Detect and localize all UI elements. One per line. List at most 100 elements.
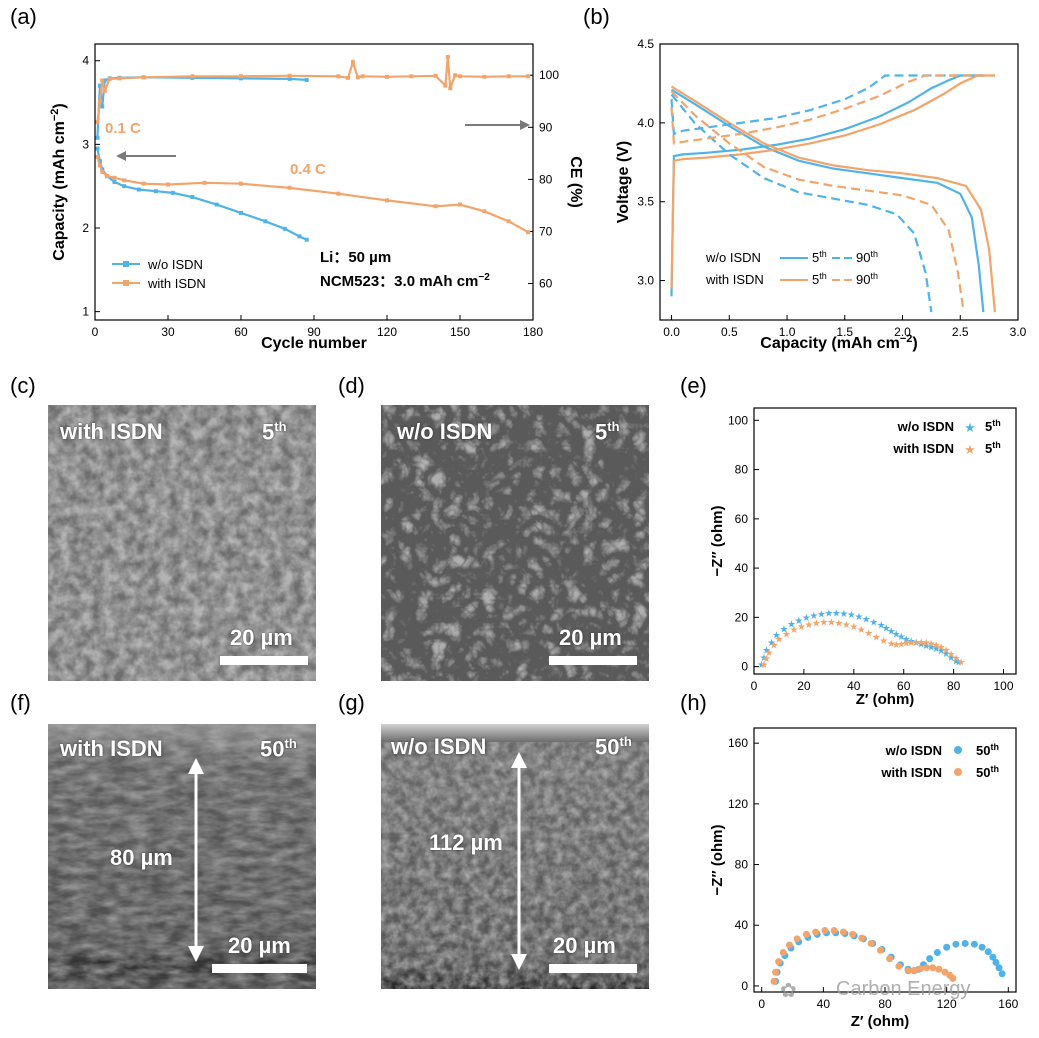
data-point (170, 190, 175, 195)
chart-a-cycling-capacity: 0 30 60 90 120 150 180 1 2 3 4 60 70 80 90 100 0.1 C 0.… (49, 43, 584, 352)
x-tick-label: 120 (937, 997, 957, 1011)
svg-text:★: ★ (964, 420, 976, 435)
legend-row-with-isdn: with ISDN (705, 272, 764, 287)
data-point (100, 78, 105, 83)
data-point: ★ (802, 613, 811, 624)
data-point: ★ (872, 632, 881, 643)
data-point (770, 977, 778, 985)
data-point: ★ (954, 658, 963, 669)
data-point (978, 943, 986, 951)
x-axis-title: Z′ (ohm) (856, 691, 915, 708)
data-point: ★ (942, 645, 951, 656)
panel-label-e: (e) (680, 373, 707, 398)
data-point: ★ (757, 660, 766, 671)
data-point: ★ (847, 610, 856, 621)
data-point (785, 941, 793, 949)
chart-e-eis-5th: 0 20 40 60 80 100020406080100★★★★★★★★★★★★★★★★… (709, 407, 1017, 708)
data-point (482, 209, 487, 214)
panel-label-d: (d) (338, 373, 365, 398)
x-axis-title: Capacity (mAh cm−2) (760, 333, 917, 352)
data-point: ★ (797, 622, 806, 633)
panel-label-g: (g) (338, 690, 365, 715)
data-point (526, 230, 531, 235)
data-point: ★ (819, 618, 828, 629)
y-axis-title: Capacity (mAh cm−2) (49, 103, 68, 260)
data-point (895, 962, 903, 970)
sem-texture (48, 405, 316, 681)
data-point: ★ (762, 645, 771, 656)
data-point: ★ (832, 608, 841, 619)
data-point (287, 76, 292, 81)
x-tick-label: 180 (523, 325, 543, 339)
data-point (867, 939, 875, 947)
sem-g-cycle-label: 50th (595, 734, 632, 760)
sem-c-scale-bar (220, 656, 308, 665)
data-point (141, 75, 146, 80)
data-point: ★ (887, 639, 896, 650)
annotation-ncm-loading: NCM523：3.0 mAh cm−2 (320, 272, 490, 290)
legend-row-wo-isdn: w/o ISDN (705, 250, 761, 265)
data-point: ★ (942, 649, 951, 660)
data-point: ★ (917, 637, 926, 648)
data-point (282, 226, 287, 231)
data-point: ★ (772, 631, 781, 642)
data-point (385, 198, 389, 203)
data-point (346, 75, 351, 80)
data-point: ★ (877, 621, 886, 632)
data-point (933, 949, 941, 957)
data-point: ★ (887, 627, 896, 638)
data-point: ★ (842, 620, 851, 631)
data-point: ★ (782, 629, 791, 640)
data-point: ★ (952, 654, 961, 665)
y-tick-label: 100 (728, 413, 748, 427)
sem-d-cycle-label: 5th (595, 419, 620, 445)
data-point: ★ (834, 618, 843, 629)
annotation-li-thickness: Li：50 µm (320, 249, 391, 266)
legend: w/o ISDN 50th with ISDN 50th (880, 742, 999, 780)
data-point (506, 74, 511, 79)
chart-b-voltage-profiles: 0.0 0.5 1.0 1.5 2.0 2.5 3.0 3.0 3.5 4.0 4.5 w/o IS… (615, 37, 1027, 352)
data-point (830, 927, 838, 935)
x-tick-label: 80 (878, 997, 892, 1011)
data-point (849, 930, 857, 938)
data-point (433, 204, 438, 209)
x-tick-label: 160 (998, 997, 1018, 1011)
legend-label-wo-isdn: w/o ISDN (885, 743, 942, 758)
data-point: ★ (902, 639, 911, 650)
data-point (190, 74, 195, 79)
data-point (100, 169, 105, 174)
data-point (992, 958, 1000, 966)
sem-texture (381, 724, 649, 989)
data-point: ★ (922, 638, 931, 649)
data-point (100, 104, 105, 109)
data-point (304, 77, 309, 82)
data-point (95, 154, 100, 159)
data-point (935, 965, 943, 973)
x-tick-label: 120 (377, 325, 397, 339)
data-point (839, 928, 847, 936)
data-point: ★ (869, 617, 878, 628)
legend-label-with-isdn: with ISDN (880, 765, 942, 780)
data-point: ★ (947, 649, 956, 660)
data-point: ★ (922, 641, 931, 652)
legend-cycle-with: 50th (976, 764, 999, 780)
data-point (102, 78, 107, 83)
data-point (876, 946, 884, 954)
y-tick-label: 3.5 (637, 195, 654, 209)
x-tick-label: 60 (234, 325, 248, 339)
data-point: ★ (759, 653, 768, 664)
sem-c-cycle-label: 5th (262, 419, 287, 445)
data-point (190, 195, 195, 200)
x-tick-label: 0 (751, 679, 758, 693)
x-tick-label: 0 (92, 325, 99, 339)
data-point (336, 191, 341, 196)
data-point: ★ (912, 637, 921, 648)
data-point (772, 968, 780, 976)
x-tick-label: 0 (758, 997, 765, 1011)
data-point: ★ (794, 616, 803, 627)
data-point (943, 943, 951, 951)
data-point: ★ (927, 639, 936, 650)
arrow-right-ce-axis (465, 120, 530, 130)
sem-image-d-wo-isdn-5th: w/o ISDN 5th 20 µm (381, 405, 649, 681)
data-point (102, 88, 107, 93)
